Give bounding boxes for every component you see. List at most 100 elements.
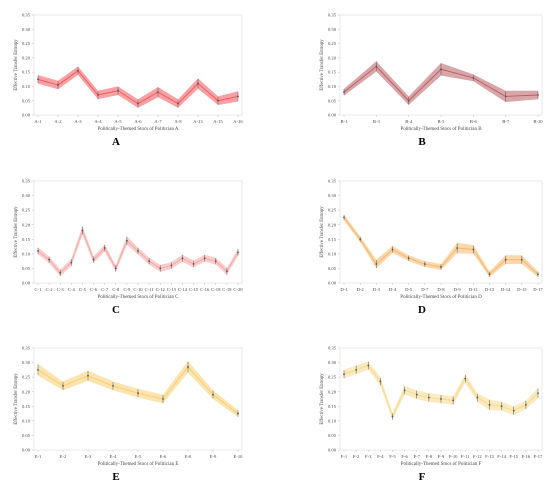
data-point xyxy=(214,260,217,263)
x-tick-label: F-2 xyxy=(353,454,360,459)
data-point xyxy=(137,250,139,252)
y-axis-title: Effective Transfer Entropy xyxy=(14,206,19,258)
data-point xyxy=(379,380,382,383)
x-tick-label: D-15 xyxy=(517,287,527,292)
y-tick-label: 0.05 xyxy=(328,433,337,438)
data-point xyxy=(217,99,219,102)
data-point xyxy=(403,389,406,392)
x-tick-label: A-16 xyxy=(233,119,243,124)
x-tick-label: C-13 xyxy=(167,287,177,292)
y-tick-label: 0.15 xyxy=(328,404,337,409)
y-tick-label: 0.35 xyxy=(22,179,31,184)
x-tick-label: F-5 xyxy=(389,454,396,459)
y-axis-title: Effective Transfer Entropy xyxy=(320,39,325,91)
y-tick-label: 0.10 xyxy=(22,418,31,423)
x-axis-title: Politically-Themed Stocs of Politician E xyxy=(98,462,179,467)
data-point xyxy=(343,373,345,376)
y-tick-label: 0.05 xyxy=(328,98,337,103)
y-tick-label: 0.30 xyxy=(22,27,31,32)
data-point xyxy=(456,247,459,249)
x-tick-label: E-6 xyxy=(160,454,167,459)
data-point xyxy=(472,76,475,79)
x-axis-title: Politically-Themed Stocs of Politician A xyxy=(97,127,178,132)
data-point xyxy=(48,258,51,261)
x-tick-label: C-20 xyxy=(233,287,243,292)
data-point xyxy=(537,94,539,96)
x-tick-label: E-2 xyxy=(60,454,67,459)
data-point xyxy=(37,250,39,252)
data-point xyxy=(81,229,84,232)
y-axis-title: Effective Transfer Entropy xyxy=(14,373,19,425)
plot-frame xyxy=(33,347,243,451)
data-point xyxy=(37,78,39,81)
data-point xyxy=(162,398,164,400)
data-point xyxy=(488,403,491,406)
data-point xyxy=(512,409,515,412)
x-tick-label: B-6 xyxy=(470,119,478,124)
x-tick-label: F-3 xyxy=(365,454,372,459)
x-tick-label: E-1 xyxy=(35,454,42,459)
y-tick-label: 0.30 xyxy=(328,27,337,32)
x-tick-label: E-3 xyxy=(85,454,92,459)
y-tick-label: 0.00 xyxy=(328,113,337,118)
data-point xyxy=(488,273,491,276)
x-tick-label: A-13 xyxy=(193,119,203,124)
x-tick-label: B-10 xyxy=(533,119,543,124)
x-tick-label: F-8 xyxy=(426,454,433,459)
y-tick-label: 0.15 xyxy=(328,237,337,242)
x-axis-title: Politically-Themed Stocs of Politician D xyxy=(400,295,482,300)
y-tick-label: 0.15 xyxy=(328,70,337,75)
x-tick-label: F-1 xyxy=(341,454,348,459)
x-tick-label: D-8 xyxy=(437,287,445,292)
x-tick-label: B-5 xyxy=(438,119,446,124)
data-point xyxy=(415,393,418,396)
x-tick-label: A-4 xyxy=(94,119,102,124)
chart-panel-d: 0.00 0.05 0.10 0.15 0.20 0.25 0.30 0.35 Effectiv… xyxy=(320,179,543,300)
panel-label-c: C xyxy=(112,304,120,316)
data-point xyxy=(181,257,184,260)
data-point xyxy=(114,267,117,270)
x-tick-label: F-16 xyxy=(522,454,531,459)
y-tick-label: 0.10 xyxy=(22,251,31,256)
x-tick-label: D-13 xyxy=(485,287,495,292)
data-point xyxy=(472,248,475,251)
y-tick-label: 0.35 xyxy=(22,346,31,351)
y-tick-label: 0.25 xyxy=(328,375,337,380)
y-tick-label: 0.20 xyxy=(328,389,337,394)
data-point xyxy=(192,263,195,265)
y-tick-label: 0.30 xyxy=(328,193,337,198)
data-point xyxy=(520,258,523,261)
data-point xyxy=(177,102,179,105)
x-tick-label: D-3 xyxy=(373,287,381,292)
y-tick-label: 0.35 xyxy=(328,346,337,351)
y-tick-label: 0.05 xyxy=(22,98,31,103)
x-tick-label: C-14 xyxy=(178,287,188,292)
panel-label-f: F xyxy=(418,471,426,483)
data-point xyxy=(237,251,239,254)
confidence-band xyxy=(344,361,538,420)
x-tick-label: A-7 xyxy=(154,119,162,124)
x-tick-label: A-5 xyxy=(114,119,122,124)
data-point xyxy=(57,84,59,86)
y-tick-label: 0.35 xyxy=(328,179,337,184)
y-tick-label: 0.10 xyxy=(328,251,337,256)
data-point xyxy=(37,368,39,371)
data-point xyxy=(537,392,539,395)
y-tick-label: 0.10 xyxy=(22,84,31,89)
x-tick-label: F-11 xyxy=(461,454,470,459)
x-tick-label: C-3 xyxy=(57,287,65,292)
data-point xyxy=(117,89,119,92)
panel-label-b: B xyxy=(418,136,426,148)
data-point xyxy=(423,263,426,265)
data-point xyxy=(407,99,410,102)
y-tick-label: 0.10 xyxy=(328,418,337,423)
y-tick-label: 0.25 xyxy=(328,41,337,46)
x-tick-label: E-4 xyxy=(110,454,117,459)
y-tick-label: 0.05 xyxy=(22,433,31,438)
x-tick-label: F-12 xyxy=(473,454,482,459)
data-point xyxy=(504,258,507,261)
data-point xyxy=(440,68,442,71)
y-tick-label: 0.25 xyxy=(22,375,31,380)
x-axis-title: Politically-Themed Stocs of Politician F xyxy=(401,462,482,467)
